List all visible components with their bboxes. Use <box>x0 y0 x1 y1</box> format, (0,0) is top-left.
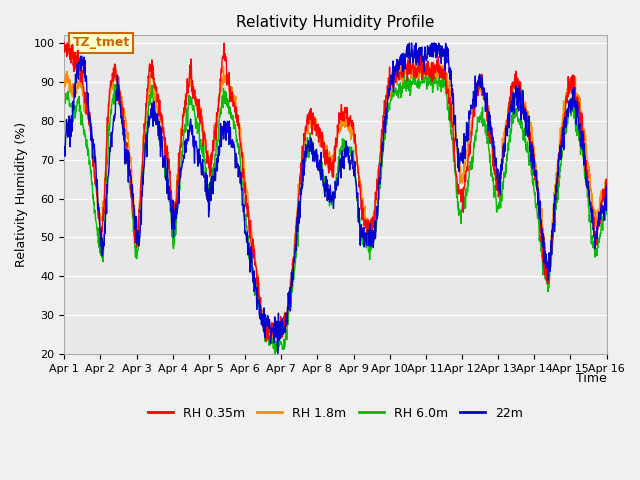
Legend: RH 0.35m, RH 1.8m, RH 6.0m, 22m: RH 0.35m, RH 1.8m, RH 6.0m, 22m <box>143 402 529 425</box>
Title: Relativity Humidity Profile: Relativity Humidity Profile <box>236 15 435 30</box>
X-axis label: Time: Time <box>576 372 607 384</box>
Y-axis label: Relativity Humidity (%): Relativity Humidity (%) <box>15 122 28 267</box>
Text: TZ_tmet: TZ_tmet <box>72 36 130 49</box>
